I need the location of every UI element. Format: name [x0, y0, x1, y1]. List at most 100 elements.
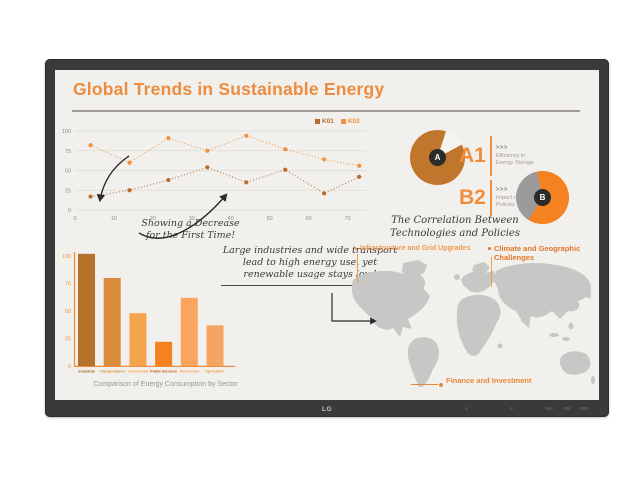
bezel-port-icon [563, 407, 571, 410]
lg-logo: LG [321, 405, 333, 413]
series-line-K01 [90, 166, 360, 198]
map-japan [585, 287, 592, 299]
page-title: Global Trends in Sustainable Energy [73, 79, 385, 99]
y-tick-label: 100 [62, 129, 71, 135]
bar-label: Agriculture [205, 370, 224, 374]
map-africa [456, 294, 501, 356]
bar-y-tick: 0 [68, 364, 71, 370]
bar-residential [180, 297, 198, 366]
world-map [351, 260, 595, 388]
map-philippines [568, 322, 574, 330]
y-tick-label: 25 [65, 188, 71, 194]
data-point-K01 [127, 188, 132, 193]
legend-label: K02 [347, 118, 360, 125]
line-chart-legend: K01 K02 [315, 118, 360, 125]
data-point-K02 [357, 163, 362, 168]
map-europe [461, 271, 496, 293]
b2-label: B2 [459, 186, 486, 210]
climate-connector-line [491, 257, 492, 287]
chevrons-icon: >>> [495, 144, 508, 151]
bar-label: Residential [180, 370, 199, 374]
map-australia [559, 351, 591, 375]
a1-divider [489, 136, 492, 176]
bezel-sensor-dot [465, 407, 468, 410]
y-tick-label: 0 [68, 208, 71, 214]
decrease-annotation-line2: for the First Time! [145, 230, 236, 242]
legend-swatch [315, 119, 320, 124]
donut-chart-a: A [410, 130, 465, 185]
data-point-K02 [205, 148, 210, 153]
bar-chart-caption: Comparison of Energy Consumption by Sect… [93, 381, 238, 388]
bullet-icon [354, 247, 357, 250]
map-asia [494, 263, 592, 321]
bar-chart-svg: 0 25 50 75 100 Industrial Transportation Commer… [63, 252, 235, 374]
map-north-america [351, 270, 430, 337]
chevrons-icon: >>> [495, 186, 508, 193]
x-tick-label: 0 [73, 216, 76, 222]
bar-transportation [103, 278, 121, 366]
bar-commercial [129, 313, 147, 366]
bar-label: Public Services [150, 370, 177, 374]
data-point-K01 [166, 177, 171, 183]
legend-item-K02: K02 [340, 118, 360, 125]
bar-y-tick: 50 [65, 309, 71, 315]
y-tick-label: 75 [65, 149, 71, 155]
map-new-zealand [591, 376, 595, 384]
title-divider [72, 110, 580, 112]
finance-connector-line [411, 384, 438, 385]
data-point-K01 [322, 191, 327, 196]
bar-label: Industrial [78, 370, 94, 374]
x-tick-label: 10 [111, 216, 117, 222]
industry-annotation: Large industries and wide transport lead… [221, 245, 399, 286]
map-scandinavia [472, 262, 490, 276]
bar-y-tick: 100 [63, 254, 71, 260]
map-madagascar [497, 343, 503, 349]
data-point-K01 [88, 194, 93, 199]
x-tick-label: 70 [344, 216, 350, 222]
a1-description: Efficiency in Energy Storage [495, 152, 535, 166]
data-point-K01 [357, 174, 362, 179]
decrease-annotation: Showing a Decrease for the First Time! [113, 218, 268, 243]
map-uk [454, 274, 460, 280]
map-indonesia [562, 337, 570, 341]
legend-item-K01: K01 [315, 118, 334, 125]
infographic-item-a1: A1 >>> Efficiency in Energy Storage [459, 136, 540, 176]
bar-y-tick: 25 [65, 337, 71, 343]
donut-chart-b: B [516, 171, 569, 224]
series-line-K02 [90, 135, 360, 167]
bezel-port-icon [579, 407, 589, 410]
map-indonesia [549, 333, 559, 337]
correlation-annotation-line1: The Correlation Between [391, 215, 519, 226]
data-point-K02 [244, 133, 249, 138]
b2-divider [489, 180, 492, 216]
y-tick-label: 50 [65, 169, 71, 175]
display-monitor: Global Trends in Sustainable Energy K01 K… [45, 59, 609, 417]
data-point-K02 [166, 136, 171, 141]
x-tick-label: 40 [228, 216, 234, 222]
data-point-K01 [244, 180, 249, 185]
bezel-sensor-dot [510, 407, 513, 410]
bar-public-services [155, 341, 173, 366]
map-label-climate: Climate and Geographic Challenges [488, 244, 599, 262]
data-point-K02 [283, 147, 288, 152]
donut-b-center-label: B [534, 189, 551, 206]
data-point-K02 [322, 157, 327, 162]
x-tick-label: 60 [306, 216, 312, 222]
infrastructure-connector-line [357, 254, 358, 284]
bar-label: Transportation [100, 370, 125, 374]
bar-agriculture [206, 325, 224, 366]
display-screen: Global Trends in Sustainable Energy K01 K… [55, 70, 599, 400]
bullet-icon [439, 382, 443, 387]
decrease-annotation-line1: Showing a Decrease [141, 218, 240, 229]
data-point-K02 [127, 160, 132, 165]
bezel-port-icon [545, 407, 553, 410]
x-tick-label: 50 [267, 216, 273, 222]
map-label-infrastructure: Infrastructure and Grid Upgrades [354, 245, 470, 253]
data-point-K02 [88, 143, 93, 148]
bullet-icon [488, 247, 491, 250]
map-label-finance: Finance and Investment [446, 376, 532, 385]
map-india [521, 311, 531, 328]
data-point-K01 [283, 167, 288, 172]
bar-label: Commercial [128, 370, 149, 374]
